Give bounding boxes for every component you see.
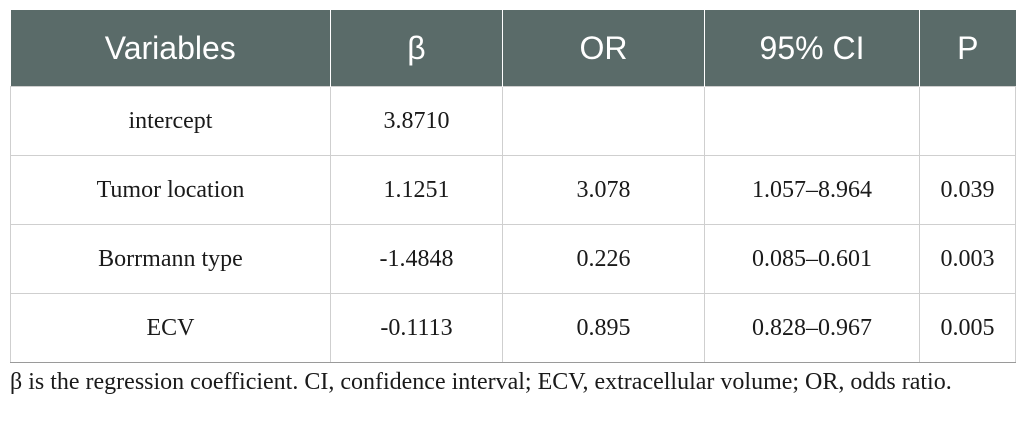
header-row: Variables β OR 95% CI P — [10, 10, 1016, 87]
cell-ci: 0.828–0.967 — [704, 293, 920, 363]
cell-p: 0.039 — [919, 155, 1016, 225]
header-p: P — [919, 10, 1016, 87]
header-variables: Variables — [10, 10, 331, 87]
cell-p — [919, 86, 1016, 156]
cell-p: 0.003 — [919, 224, 1016, 294]
regression-table: Variables β OR 95% CI P intercept 3.8710… — [10, 10, 1016, 363]
header-beta: β — [330, 10, 503, 87]
cell-or: 3.078 — [502, 155, 705, 225]
table-footnote: β is the regression coefficient. CI, con… — [10, 369, 952, 395]
regression-table-container: Variables β OR 95% CI P intercept 3.8710… — [10, 10, 1016, 363]
cell-or — [502, 86, 705, 156]
cell-variable: Tumor location — [10, 155, 331, 225]
cell-beta: 3.8710 — [330, 86, 503, 156]
table-row-intercept: intercept 3.8710 — [10, 86, 1016, 156]
cell-beta: -1.4848 — [330, 224, 503, 294]
cell-variable: ECV — [10, 293, 331, 363]
cell-beta: 1.1251 — [330, 155, 503, 225]
table-row-borrmann-type: Borrmann type -1.4848 0.226 0.085–0.601 … — [10, 224, 1016, 294]
cell-ci — [704, 86, 920, 156]
cell-beta: -0.1113 — [330, 293, 503, 363]
cell-ci: 0.085–0.601 — [704, 224, 920, 294]
cell-ci: 1.057–8.964 — [704, 155, 920, 225]
table-body: intercept 3.8710 Tumor location 1.1251 3… — [10, 86, 1016, 363]
table-row-ecv: ECV -0.1113 0.895 0.828–0.967 0.005 — [10, 293, 1016, 363]
cell-or: 0.226 — [502, 224, 705, 294]
cell-variable: intercept — [10, 86, 331, 156]
header-or: OR — [502, 10, 705, 87]
cell-or: 0.895 — [502, 293, 705, 363]
header-ci: 95% CI — [704, 10, 920, 87]
cell-variable: Borrmann type — [10, 224, 331, 294]
table-header: Variables β OR 95% CI P — [10, 10, 1016, 87]
table-row-tumor-location: Tumor location 1.1251 3.078 1.057–8.964 … — [10, 155, 1016, 225]
cell-p: 0.005 — [919, 293, 1016, 363]
